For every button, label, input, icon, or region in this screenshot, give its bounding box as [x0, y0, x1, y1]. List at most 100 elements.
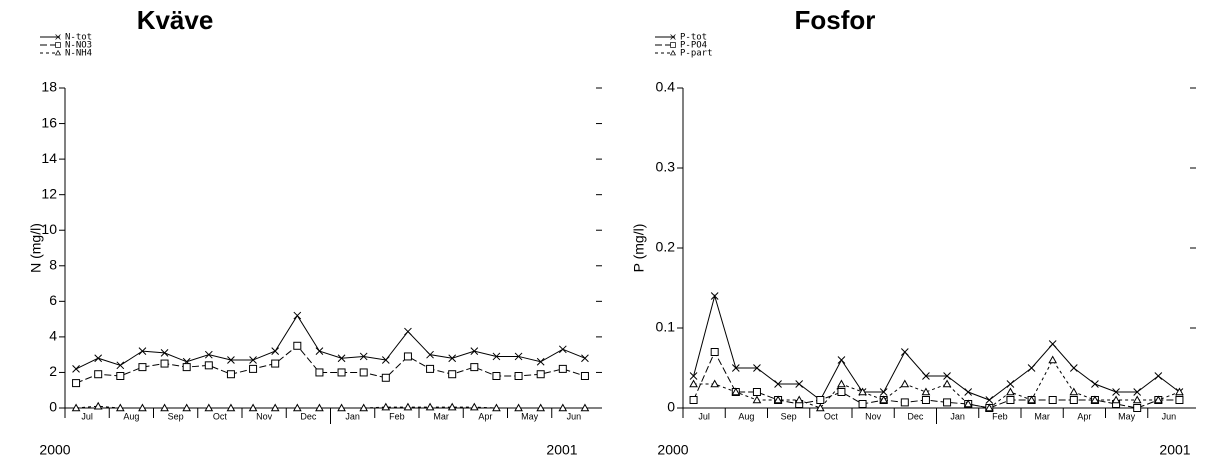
marker: [731, 387, 741, 396]
x-tick-label: May: [1118, 411, 1136, 421]
marker: [536, 403, 546, 412]
marker: [1069, 387, 1079, 396]
marker: [963, 399, 973, 408]
marker: [1133, 404, 1142, 412]
marker: [858, 400, 867, 408]
y-tick-label: 0.2: [656, 239, 676, 255]
year-label: 2000: [657, 442, 688, 458]
marker: [1069, 396, 1078, 404]
marker: [115, 403, 125, 412]
marker: [249, 356, 257, 364]
marker: [448, 370, 457, 379]
chart-title: Fosfor: [795, 5, 876, 35]
y-tick-label: 0: [667, 399, 675, 415]
year-label: 2000: [39, 442, 70, 458]
marker: [226, 403, 236, 412]
legend-marker: [54, 49, 62, 56]
x-tick-label: Jan: [950, 411, 965, 421]
legend-label: N-NO3: [65, 41, 92, 51]
marker: [580, 403, 590, 412]
y-axis-label: N (mg/l): [28, 223, 44, 273]
marker: [536, 370, 545, 379]
y-tick-label: 14: [41, 150, 57, 166]
x-tick-label: Jul: [698, 411, 710, 421]
legend-label: N-NH4: [65, 49, 92, 59]
marker: [292, 403, 302, 412]
marker: [514, 352, 523, 361]
marker: [271, 347, 280, 355]
marker: [182, 403, 192, 412]
x-tick-label: Sep: [781, 411, 797, 421]
marker: [359, 368, 368, 377]
marker: [447, 402, 457, 411]
y-tick-label: 16: [41, 114, 57, 130]
marker: [900, 398, 909, 407]
chart-title: Kväve: [137, 5, 214, 35]
marker: [536, 357, 545, 366]
x-tick-label: Mar: [433, 411, 449, 421]
marker: [837, 356, 846, 364]
marker: [816, 396, 825, 404]
marker: [837, 388, 846, 396]
legend-label: P-part: [680, 49, 713, 59]
marker: [921, 396, 930, 404]
marker: [753, 364, 761, 372]
marker: [426, 350, 434, 359]
marker: [337, 354, 346, 363]
marker: [710, 379, 720, 388]
x-tick-label: Aug: [123, 411, 139, 421]
x-tick-label: Apr: [478, 411, 492, 421]
marker: [710, 348, 719, 356]
marker: [470, 363, 479, 372]
y-tick-label: 18: [41, 79, 57, 95]
marker: [248, 403, 258, 412]
legend-marker: [669, 49, 677, 56]
y-tick-label: 12: [41, 185, 57, 201]
marker: [580, 372, 589, 380]
marker: [943, 398, 952, 407]
x-tick-label: Oct: [213, 411, 228, 421]
y-tick-label: 0.4: [656, 79, 676, 95]
marker: [1132, 395, 1142, 404]
marker: [1006, 387, 1015, 396]
marker: [138, 347, 147, 355]
x-tick-label: Jun: [567, 411, 582, 421]
series-line: [75, 314, 586, 370]
marker: [1112, 388, 1120, 396]
marker: [315, 403, 324, 412]
marker: [94, 370, 103, 379]
marker: [1048, 340, 1057, 348]
x-tick-label: Sep: [168, 411, 184, 421]
marker: [381, 402, 391, 411]
marker: [1048, 355, 1058, 364]
marker: [558, 364, 567, 373]
marker: [160, 349, 169, 357]
marker: [404, 327, 412, 336]
marker: [731, 364, 740, 372]
marker: [72, 379, 81, 388]
marker: [270, 403, 280, 412]
marker: [426, 364, 435, 373]
marker: [795, 380, 804, 388]
marker: [514, 403, 523, 412]
marker: [858, 387, 867, 396]
marker: [271, 359, 280, 368]
legend-marker: [55, 42, 61, 48]
x-tick-label: Nov: [865, 411, 882, 421]
series-line: [693, 350, 1180, 409]
marker: [558, 345, 567, 354]
marker: [204, 350, 213, 359]
marker: [204, 403, 214, 412]
marker: [492, 372, 501, 380]
marker: [815, 403, 825, 412]
marker: [293, 311, 302, 320]
marker: [337, 368, 346, 377]
marker: [1006, 396, 1015, 404]
marker: [359, 403, 369, 412]
marker: [160, 359, 169, 368]
marker: [752, 395, 762, 404]
y-tick-label: 0: [49, 399, 57, 415]
marker: [116, 361, 125, 370]
marker: [837, 379, 846, 388]
marker: [879, 395, 889, 404]
